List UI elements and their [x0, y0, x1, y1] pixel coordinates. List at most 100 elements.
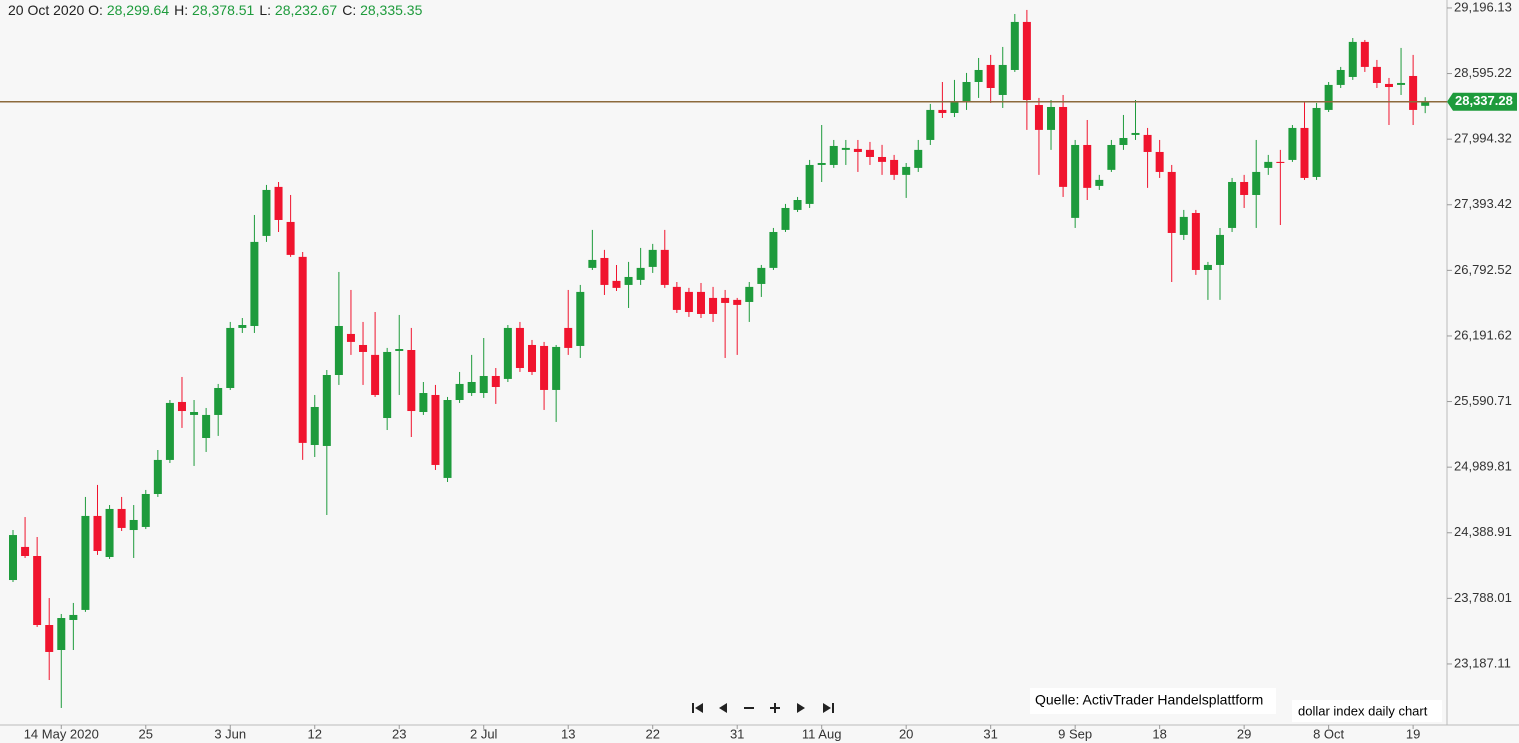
y-tick-label: 23,187.11	[1454, 655, 1511, 670]
x-tick-label: 31	[983, 726, 997, 741]
candle-body	[226, 327, 235, 388]
candle-body	[467, 381, 476, 394]
candle-body	[890, 159, 899, 175]
candle-body	[926, 109, 935, 140]
candle-body	[793, 200, 802, 210]
candle-body	[45, 625, 54, 652]
candle-body	[1312, 107, 1321, 177]
candle-body	[274, 186, 283, 220]
candle-body	[177, 401, 186, 412]
nav-last[interactable]	[823, 703, 834, 713]
candle-body	[660, 249, 669, 285]
candle-body	[322, 375, 331, 446]
ohlc-header: 20 Oct 2020 O: 28,299.64 H: 28,378.51 L: 2…	[8, 2, 427, 18]
candle-body	[202, 414, 211, 438]
candle-body	[769, 231, 778, 268]
candle-body	[721, 297, 730, 303]
candle-body	[93, 515, 102, 551]
candle-body	[1336, 69, 1345, 85]
candle-body	[1179, 216, 1188, 235]
candle-body	[1397, 82, 1406, 85]
candle-body	[129, 519, 138, 531]
x-tick-label: 31	[730, 726, 744, 741]
candle-body	[334, 325, 343, 375]
candle-body	[1155, 151, 1164, 172]
candle-body	[69, 614, 78, 620]
candle-body	[1203, 264, 1212, 270]
candle-body	[1022, 21, 1031, 101]
candle-body	[1167, 171, 1176, 233]
x-tick-label: 12	[308, 726, 322, 741]
y-tick-label: 24,388.91	[1454, 524, 1512, 539]
candle-body	[1095, 179, 1104, 186]
candle-body	[214, 387, 223, 415]
candle-body	[1131, 132, 1140, 135]
candle-body	[612, 280, 621, 288]
candles	[9, 9, 1430, 708]
candle-body	[648, 249, 657, 267]
x-tick-label: 22	[645, 726, 659, 741]
candle-body	[1384, 83, 1393, 88]
candle-body	[914, 149, 923, 168]
candle-body	[1228, 181, 1237, 228]
candle-body	[1300, 127, 1309, 178]
candle-body	[515, 327, 524, 369]
candle-body	[540, 345, 549, 390]
header-label: L:	[259, 2, 272, 18]
candle-body	[709, 297, 718, 314]
candle-body	[1010, 21, 1019, 70]
x-tick-label: 3 Jun	[214, 726, 246, 741]
candle-body	[1191, 212, 1200, 270]
y-tick-label: 26,792.52	[1454, 262, 1512, 277]
candle-body	[1107, 144, 1116, 170]
caption-box	[1292, 700, 1442, 722]
candle-body	[962, 81, 971, 102]
candle-body	[407, 350, 416, 412]
candle-body	[853, 148, 862, 152]
candle-body	[878, 156, 887, 162]
candle-body	[564, 327, 573, 348]
last-price-box	[1447, 92, 1517, 111]
candle-body	[431, 394, 440, 465]
candle-body	[383, 351, 392, 419]
last-price-label: 28,337.28	[1455, 93, 1513, 108]
candle-body	[21, 546, 30, 557]
candle-body	[286, 221, 295, 255]
nav-first[interactable]	[692, 703, 703, 713]
candle-body	[105, 508, 114, 557]
candle-body	[310, 406, 319, 445]
candle-body	[57, 618, 66, 650]
candle-body	[1372, 66, 1381, 83]
y-tick-label: 24,989.81	[1454, 459, 1512, 474]
y-tick-label: 29,196.13	[1454, 0, 1512, 14]
candle-body	[262, 189, 271, 236]
candle-body	[1071, 144, 1080, 218]
candle-body	[528, 344, 537, 372]
candle-body	[757, 267, 766, 284]
candle-body	[1288, 127, 1297, 160]
x-tick-label: 2 Jul	[470, 726, 498, 741]
x-tick-label: 19	[1406, 726, 1420, 741]
x-tick-label: 25	[139, 726, 153, 741]
candle-body	[1348, 41, 1357, 77]
nav-prev[interactable]	[719, 703, 727, 713]
nav-next[interactable]	[797, 703, 805, 713]
candle-body	[781, 207, 790, 230]
candle-body	[1252, 171, 1261, 195]
x-tick-label: 9 Sep	[1058, 726, 1092, 741]
x-tick-label: 14 May 2020	[24, 726, 99, 741]
candle-body	[636, 267, 645, 280]
candle-body	[986, 64, 995, 88]
nav-zoom-in[interactable]	[770, 703, 780, 713]
x-tick-label: 13	[561, 726, 575, 741]
source-box	[1030, 688, 1276, 714]
y-tick-label: 25,590.71	[1454, 393, 1512, 408]
candle-body	[817, 162, 826, 165]
candle-body	[733, 299, 742, 305]
candle-body	[1083, 144, 1092, 188]
candle-body	[1276, 161, 1285, 163]
candle-body	[696, 291, 705, 314]
candle-body	[491, 375, 500, 388]
candle-body	[346, 333, 355, 342]
y-tick-label: 23,788.01	[1454, 590, 1512, 605]
